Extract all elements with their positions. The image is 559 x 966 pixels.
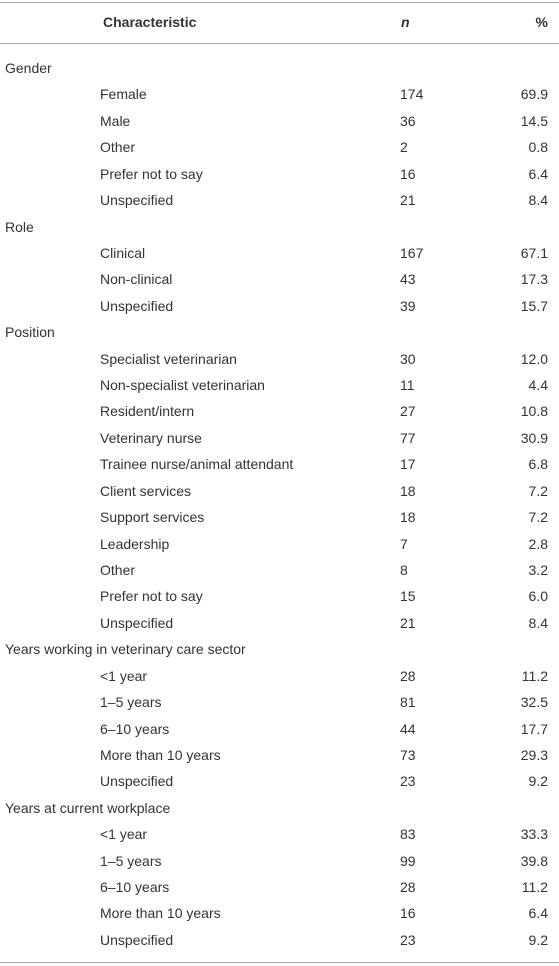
row-percent: 4.4 (528, 377, 548, 394)
row-n: 81 (400, 694, 416, 711)
row-label: Unspecified (100, 192, 174, 209)
row-n: 36 (400, 112, 416, 129)
group-label: Years at current workplace (5, 799, 171, 816)
row-label: Unspecified (100, 297, 174, 314)
row-percent: 7.2 (528, 509, 548, 526)
row-n: 16 (400, 905, 416, 922)
group-label: Role (5, 218, 34, 235)
header-cell: % (535, 14, 548, 30)
row-percent: 67.1 (520, 244, 548, 261)
row-label: 6–10 years (100, 879, 170, 896)
row-n: 17 (400, 456, 416, 473)
row-label: Non-specialist veterinarian (100, 377, 265, 394)
row-label: Unspecified (100, 773, 174, 790)
row-percent: 6.0 (528, 588, 548, 605)
header-cell: Characteristic (103, 14, 197, 30)
row-percent: 30.9 (520, 429, 548, 446)
row-label: 1–5 years (100, 694, 162, 711)
row-percent: 10.8 (520, 403, 548, 420)
row-n: 43 (400, 271, 416, 288)
row-n: 16 (400, 165, 416, 182)
row-label: Specialist veterinarian (100, 350, 237, 367)
row-label: Female (100, 86, 147, 103)
row-percent: 17.7 (520, 720, 548, 737)
row-label: Non-clinical (100, 271, 173, 288)
header-cell: n (401, 14, 410, 30)
row-percent: 14.5 (520, 112, 548, 129)
row-n: 21 (400, 614, 416, 631)
group-label: Gender (5, 60, 52, 76)
row-percent: 6.8 (528, 456, 548, 473)
row-percent: 11.2 (521, 667, 548, 684)
row-n: 44 (400, 720, 416, 737)
row-percent: 7.2 (528, 482, 548, 499)
row-percent: 2.8 (528, 535, 548, 552)
row-n: 18 (400, 482, 416, 499)
row-label: Male (100, 112, 131, 129)
row-label: <1 year (100, 667, 148, 684)
row-n: 174 (400, 86, 424, 103)
row-n: 30 (400, 350, 416, 367)
row-n: 18 (400, 509, 416, 526)
row-n: 23 (400, 931, 416, 948)
row-n: 167 (400, 244, 424, 261)
row-n: 2 (400, 139, 408, 156)
row-n: 21 (400, 192, 416, 209)
row-label: More than 10 years (100, 746, 221, 763)
row-n: 8 (400, 561, 408, 578)
row-label: Veterinary nurse (100, 429, 202, 446)
row-percent: 15.7 (520, 297, 548, 314)
row-label: Other (100, 561, 136, 578)
row-percent: 8.4 (528, 192, 548, 209)
row-label: Prefer not to say (100, 588, 203, 605)
row-n: 28 (400, 879, 416, 896)
row-percent: 9.2 (528, 773, 548, 790)
row-n: 99 (400, 852, 416, 869)
row-percent: 32.5 (520, 694, 548, 711)
row-label: Clinical (100, 244, 146, 261)
row-percent: 69.9 (520, 86, 548, 103)
row-label: Prefer not to say (100, 165, 203, 182)
row-percent: 3.2 (528, 561, 548, 578)
row-label: Support services (100, 509, 205, 526)
row-label: Trainee nurse/animal attendant (100, 456, 294, 473)
row-percent: 12.0 (520, 350, 548, 367)
row-n: 23 (400, 773, 416, 790)
row-percent: 6.4 (528, 905, 548, 922)
group-label: Years working in veterinary care sector (5, 641, 246, 658)
row-percent: 39.8 (520, 852, 548, 869)
row-label: 6–10 years (100, 720, 170, 737)
row-percent: 17.3 (520, 271, 548, 288)
row-label: Leadership (100, 535, 170, 552)
row-label: Unspecified (100, 931, 174, 948)
rule (0, 43, 559, 44)
row-label: Unspecified (100, 614, 174, 631)
rule (0, 2, 559, 3)
rule (0, 962, 559, 963)
row-label: More than 10 years (100, 905, 221, 922)
row-n: 83 (400, 826, 416, 843)
row-n: 7 (400, 535, 408, 552)
row-percent: 0.8 (528, 139, 548, 156)
row-percent: 33.3 (520, 826, 548, 843)
row-n: 77 (400, 429, 416, 446)
row-label: Other (100, 139, 136, 156)
row-n: 73 (400, 746, 416, 763)
row-label: Client services (100, 482, 192, 499)
row-n: 27 (400, 403, 416, 420)
row-label: 1–5 years (100, 852, 162, 869)
row-label: <1 year (100, 826, 148, 843)
row-percent: 8.4 (528, 614, 548, 631)
group-label: Position (5, 324, 55, 341)
row-percent: 29.3 (520, 746, 548, 763)
row-n: 28 (400, 667, 416, 684)
row-percent: 9.2 (528, 931, 548, 948)
row-percent: 11.2 (521, 879, 548, 896)
row-n: 39 (400, 297, 416, 314)
row-n: 15 (400, 588, 416, 605)
row-label: Resident/intern (100, 403, 195, 420)
row-percent: 6.4 (528, 165, 548, 182)
row-n: 11 (400, 377, 415, 394)
